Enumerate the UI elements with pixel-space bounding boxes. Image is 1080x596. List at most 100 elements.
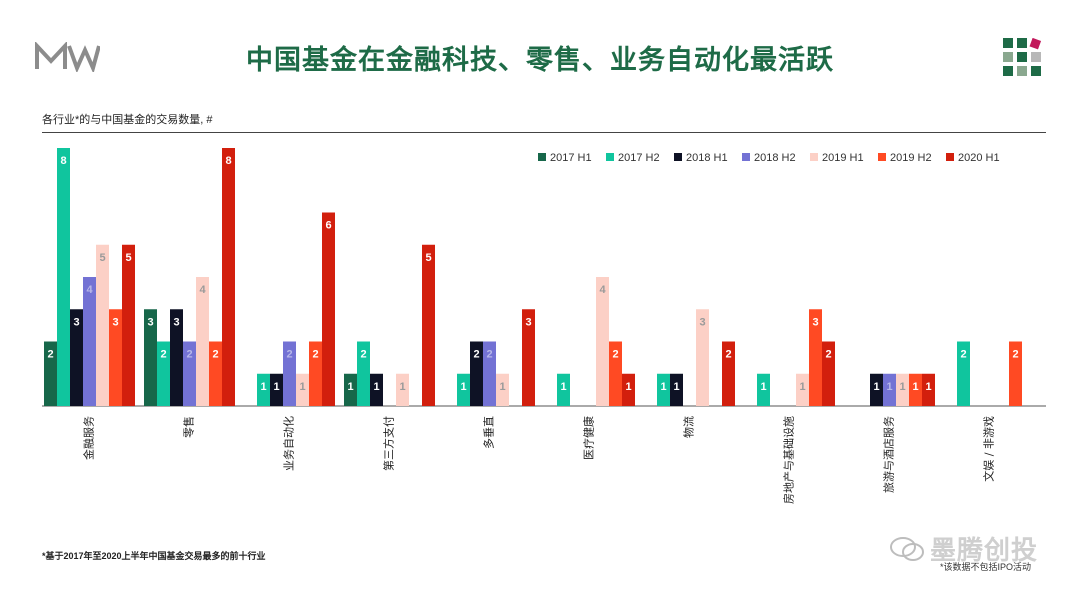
category-label: 医疗健康 [582,416,596,460]
data-label: 3 [173,316,179,328]
bar [122,244,135,406]
bar [722,341,735,406]
category-label: 多垂直 [482,416,496,449]
bar [822,341,835,406]
data-label: 4 [199,284,206,296]
watermark: 墨腾创投 [930,535,1039,565]
bar [157,341,170,406]
data-label: 2 [1012,349,1018,361]
bar [870,373,883,406]
bar [183,341,196,406]
bar [83,277,96,406]
data-label: 2 [360,349,366,361]
mw-logo [35,42,100,72]
legend-swatch [878,153,886,161]
data-label: 2 [960,349,966,361]
category-label: 零售 [182,416,196,438]
legend-swatch [946,153,954,161]
bar [144,309,157,406]
legend-label: 2020 H1 [958,152,1000,164]
bar [422,244,435,406]
data-label: 3 [73,316,79,328]
category-label: 金融服务 [82,416,96,460]
data-label: 1 [347,381,353,393]
bar [696,309,709,406]
category-label: 房地产与基础设施 [782,416,796,504]
bar [757,373,770,406]
legend-label: 2019 H1 [822,152,864,164]
category-label: 物流 [682,416,696,438]
legend-label: 2018 H1 [686,152,728,164]
bar [357,341,370,406]
bar [370,373,383,406]
data-label: 8 [60,155,66,167]
bar [257,373,270,406]
bar [922,373,935,406]
grid-icon [1003,38,1042,76]
data-label: 1 [673,381,679,393]
bar [96,244,109,406]
legend-label: 2017 H1 [550,152,592,164]
data-label: 1 [499,381,505,393]
bar [44,341,57,406]
bar [896,373,909,406]
data-label: 1 [873,381,879,393]
category-label: 文娱 / 非游戏 [982,416,996,482]
data-label: 1 [299,381,305,393]
bar [70,309,83,406]
data-label: 1 [899,381,905,393]
legend-swatch [674,153,682,161]
bar [470,341,483,406]
data-label: 1 [399,381,405,393]
data-label: 1 [760,381,766,393]
data-label: 1 [886,381,892,393]
data-label: 4 [599,284,606,296]
data-label: 5 [99,252,105,264]
bar [809,309,822,406]
footnote: *基于2017年至2020上半年中国基金交易最多的前十行业 [42,551,266,561]
data-label: 5 [125,252,131,264]
data-label: 1 [460,381,466,393]
divider [42,132,1046,133]
page-title: 中国基金在金融科技、零售、业务自动化最活跃 [246,45,834,76]
bar [796,373,809,406]
bar [283,341,296,406]
bar [957,341,970,406]
legend-swatch [810,153,818,161]
source-note: *该数据不包括IPO活动 [940,562,1032,572]
legend-label: 2018 H2 [754,152,796,164]
bar [596,277,609,406]
bar [296,373,309,406]
legend-swatch [538,153,546,161]
data-label: 1 [912,381,918,393]
data-label: 1 [260,381,266,393]
bar [196,277,209,406]
bar [657,373,670,406]
data-label: 2 [160,349,166,361]
data-label: 1 [273,381,279,393]
bar [1009,341,1022,406]
bar [909,373,922,406]
data-label: 4 [86,284,93,296]
bar [344,373,357,406]
bar [109,309,122,406]
data-label: 2 [473,349,479,361]
data-label: 8 [225,155,231,167]
wechat-icon [890,537,924,561]
data-label: 1 [373,381,379,393]
chart-subtitle: 各行业*的与中国基金的交易数量, # [42,114,213,126]
data-label: 3 [812,316,818,328]
bar [457,373,470,406]
bar [609,341,622,406]
data-label: 1 [925,381,931,393]
data-label: 2 [186,349,192,361]
bar [396,373,409,406]
bar [557,373,570,406]
data-label: 2 [212,349,218,361]
data-label: 2 [486,349,492,361]
data-label: 1 [560,381,566,393]
legend-swatch [742,153,750,161]
category-label: 旅游与酒店服务 [882,416,896,493]
bar [883,373,896,406]
